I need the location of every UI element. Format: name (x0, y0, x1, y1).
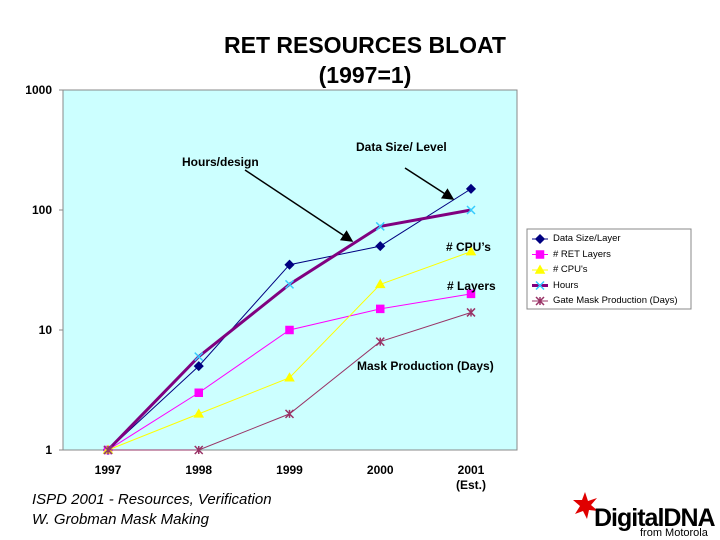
annotation-arrow (404, 167, 455, 200)
data-point (466, 205, 476, 215)
legend-marker (534, 264, 546, 274)
legend-label: Gate Mask Production (Days) (553, 295, 678, 306)
data-point (284, 279, 295, 289)
plot-area (62, 89, 518, 451)
legend-label: Hours (553, 279, 579, 291)
annotation: Data Size/ Level (356, 140, 447, 154)
annotation-arrow (244, 169, 354, 242)
annotation: Hours/design (182, 155, 259, 169)
x-tick-label: 2000 (366, 463, 394, 477)
footer: ISPD 2001 - Resources, Verification W. G… (32, 491, 272, 528)
legend-label: # RET Layers (553, 248, 611, 260)
data-point (284, 372, 295, 382)
marks (59, 89, 477, 456)
data-point (374, 278, 386, 289)
legend-marker (535, 280, 545, 291)
annotation: Mask Production (Days) (357, 359, 494, 373)
y-tick-label: 10 (38, 323, 52, 337)
logo-icon (573, 492, 598, 519)
data-point (465, 183, 477, 194)
data-point (466, 307, 476, 317)
annotation: # Layers (447, 279, 496, 293)
legend-label: Data Size/Layer (553, 233, 621, 244)
data-point (375, 241, 386, 252)
legend-label: # CPU's (553, 264, 588, 275)
data-point (375, 221, 385, 231)
x-tick-label: 2001 (Est.) (456, 463, 486, 492)
data-point (194, 388, 203, 397)
y-tick-label: 100 (31, 203, 52, 217)
data-point (466, 289, 476, 299)
data-point (194, 445, 204, 455)
legend (526, 228, 692, 310)
data-point (284, 409, 295, 419)
data-point (465, 246, 477, 256)
data-point (285, 325, 294, 335)
data-point (103, 445, 113, 455)
annotation: # CPU’s (446, 240, 491, 254)
x-tick-label: 1997 (94, 463, 122, 477)
data-point (375, 337, 385, 347)
legend-marker (534, 233, 546, 245)
y-tick-label: 1000 (25, 83, 52, 97)
y-tick-label: 1 (45, 443, 52, 457)
data-point (193, 361, 204, 372)
legend-marker (535, 296, 545, 306)
chart-title: RET RESOURCES BLOAT (1997=1) (224, 32, 506, 88)
data-point (193, 408, 205, 418)
x-tick-label: 1999 (276, 463, 303, 477)
x-tick-label: 1998 (185, 463, 213, 477)
legend-marker (535, 250, 545, 259)
logo-subtext: from Motorola (640, 527, 708, 539)
data-point (194, 352, 204, 362)
data-point (376, 304, 385, 314)
data-point (284, 259, 295, 270)
logo-text: DigitalDNA (594, 504, 716, 532)
